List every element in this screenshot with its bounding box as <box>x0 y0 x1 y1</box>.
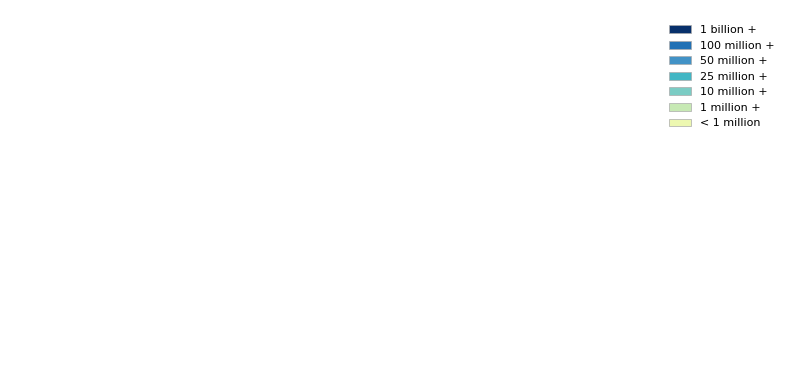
Legend: 1 billion +, 100 million +, 50 million +, 25 million +, 10 million +, 1 million : 1 billion +, 100 million +, 50 million +… <box>665 21 779 133</box>
